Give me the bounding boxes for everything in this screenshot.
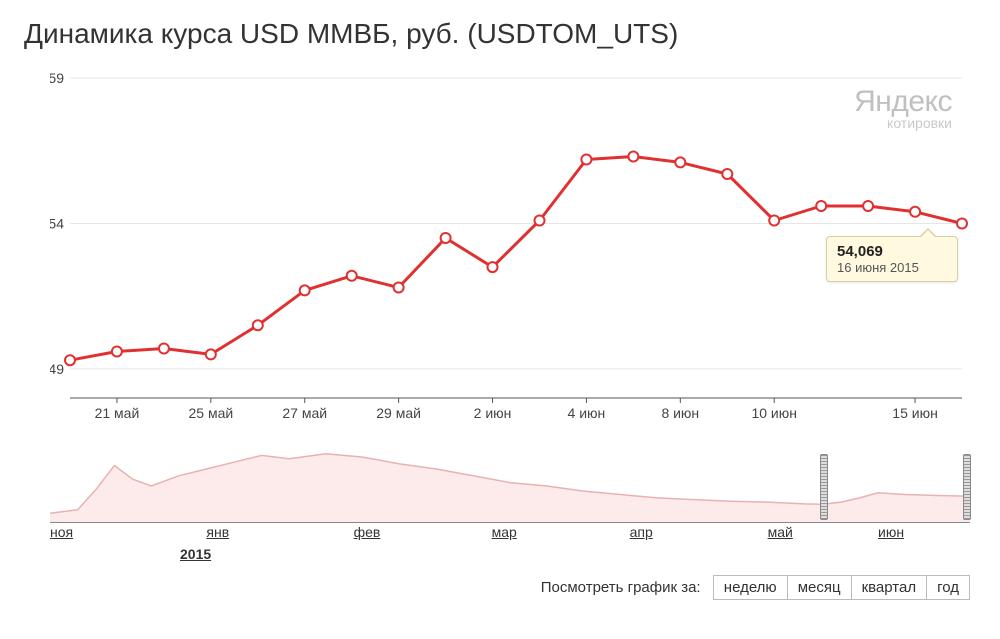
overview-month[interactable]: ноя: [50, 524, 73, 540]
tooltip-date: 16 июня 2015: [837, 260, 947, 275]
overview-chart[interactable]: нояянвфевмарапрмайиюн 2015: [50, 448, 970, 523]
overview-month[interactable]: янв: [206, 524, 229, 540]
chart-page: Динамика курса USD ММВБ, руб. (USDTOM_UT…: [0, 0, 1000, 639]
svg-text:59: 59: [50, 70, 64, 86]
svg-text:21 май: 21 май: [95, 405, 140, 421]
page-title: Динамика курса USD ММВБ, руб. (USDTOM_UT…: [24, 18, 980, 50]
range-handle-right[interactable]: [963, 454, 971, 520]
overview-month[interactable]: май: [768, 524, 793, 540]
overview-month[interactable]: мар: [492, 524, 517, 540]
overview-month[interactable]: фев: [354, 524, 381, 540]
range-footer: Посмотреть график за: неделюмесяцквартал…: [20, 575, 970, 600]
svg-text:27 май: 27 май: [282, 405, 327, 421]
svg-text:15 июн: 15 июн: [892, 405, 938, 421]
svg-text:2 июн: 2 июн: [474, 405, 512, 421]
main-chart: 49 54 59 21 май 25 май 27 май 29 май 2 июн 4 июн…: [50, 68, 970, 428]
svg-text:8 июн: 8 июн: [661, 405, 699, 421]
range-button[interactable]: квартал: [851, 575, 928, 600]
svg-text:29 май: 29 май: [376, 405, 421, 421]
point-tooltip: 54,069 16 июня 2015: [826, 236, 958, 282]
tooltip-value: 54,069: [837, 243, 947, 260]
svg-text:4 июн: 4 июн: [568, 405, 606, 421]
range-button[interactable]: год: [926, 575, 970, 600]
range-handle-left[interactable]: [820, 454, 828, 520]
range-button[interactable]: неделю: [713, 575, 788, 600]
svg-text:10 июн: 10 июн: [751, 405, 797, 421]
overview-year[interactable]: 2015: [180, 546, 211, 562]
overview-month[interactable]: июн: [878, 524, 904, 540]
overview-labels: ноя янв фев мар апр май июн: [50, 524, 970, 544]
svg-text:54: 54: [50, 215, 64, 231]
range-label: Посмотреть график за:: [541, 579, 701, 596]
range-button[interactable]: месяц: [787, 575, 852, 600]
svg-text:25 май: 25 май: [188, 405, 233, 421]
overview-month[interactable]: апр: [630, 524, 653, 540]
svg-text:49: 49: [50, 361, 64, 377]
overview-svg[interactable]: [50, 448, 970, 522]
